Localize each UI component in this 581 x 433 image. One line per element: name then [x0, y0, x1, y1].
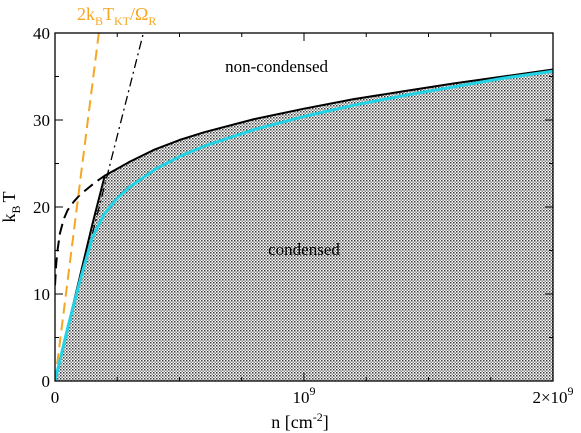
y-axis-label-main: k	[0, 214, 19, 223]
x-tick-label: 0	[51, 388, 60, 407]
x-axis-label: n [cm-2]	[271, 410, 328, 432]
kt-annotation-part: KT	[114, 14, 131, 28]
kt-annotation-part: B	[95, 14, 103, 28]
x-tick-label-main: 2×10	[532, 388, 567, 407]
x-axis-label-exponent: -2	[313, 410, 323, 424]
y-axis-label: kBT	[0, 191, 23, 222]
kt-annotation-part: 2k	[77, 4, 95, 24]
x-tick-label-exponent: 9	[310, 384, 316, 398]
y-axis-label-subscript: B	[9, 205, 23, 213]
non-condensed-label: non-condensed	[225, 57, 328, 76]
y-tick-label: 20	[33, 198, 50, 217]
y-tick-label: 40	[33, 24, 50, 43]
x-tick-label-exponent: 9	[568, 384, 574, 398]
x-tick-label: 2×109	[532, 384, 573, 407]
y-axis-label-tail: T	[0, 191, 19, 202]
x-axis-label-tail: ]	[323, 412, 329, 432]
y-tick-label: 0	[42, 372, 51, 391]
x-tick-label: 109	[293, 384, 316, 407]
kt-annotation-label: 2kBTKT/ΩR	[77, 4, 156, 28]
kt-annotation-part: T	[103, 4, 114, 24]
kt-annotation-part: /Ω	[130, 4, 148, 24]
kt-annotation-part: R	[148, 14, 156, 28]
condensed-label: condensed	[268, 240, 340, 259]
x-axis-label-main: n [cm	[271, 412, 312, 432]
y-tick-label: 30	[33, 111, 50, 130]
x-tick-label-main: 10	[293, 388, 310, 407]
x-tick-label-main: 0	[51, 388, 60, 407]
y-tick-label: 10	[33, 285, 50, 304]
